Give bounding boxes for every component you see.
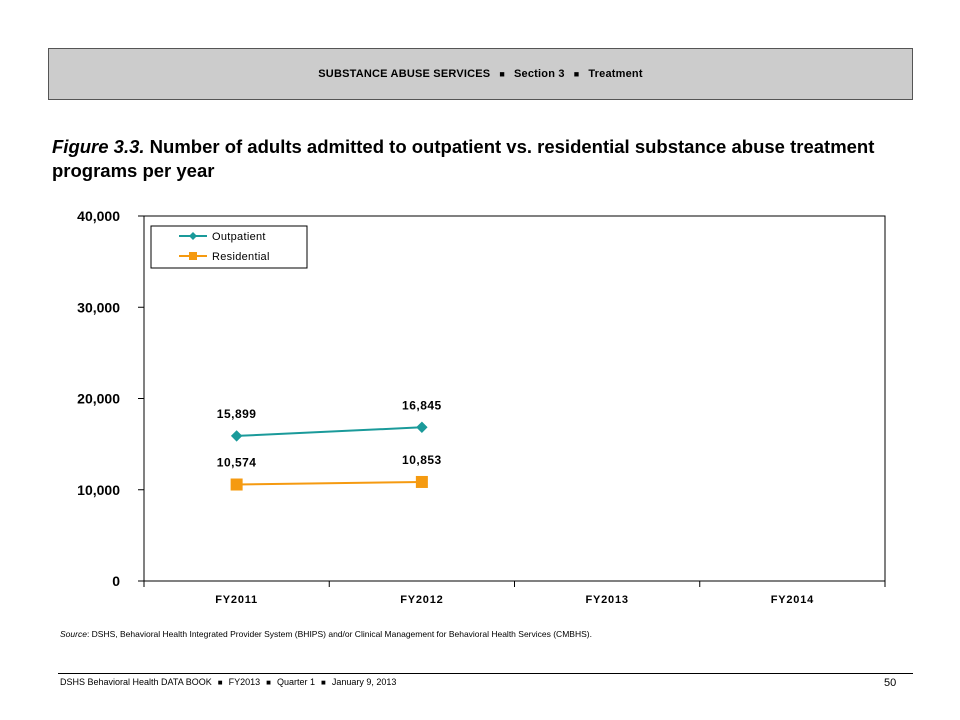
source-note: Source: DSHS, Behavioral Health Integrat…: [60, 629, 920, 639]
series-line-outpatient: [236, 426, 422, 437]
plot-area: [143, 215, 886, 582]
legend-marker-outpatient: [189, 232, 197, 240]
y-tick-label: 0: [112, 573, 120, 589]
legend-marker-residential: [189, 252, 197, 260]
footer-publication: DSHS Behavioral Health DATA BOOK: [60, 677, 212, 687]
source-text: : DSHS, Behavioral Health Integrated Pro…: [86, 629, 592, 639]
data-label: 10,853: [402, 453, 442, 467]
footer-separator-1: ■: [217, 677, 223, 687]
data-point-outpatient: [230, 430, 243, 442]
section-header-band: SUBSTANCE ABUSE SERVICES ■ Section 3 ■ T…: [48, 48, 913, 100]
footer-separator-3: ■: [320, 677, 326, 687]
data-label: 10,574: [217, 456, 257, 470]
y-tick-label: 30,000: [77, 299, 120, 315]
header-section-topic: Treatment: [588, 68, 643, 80]
x-tick-label: FY2011: [215, 594, 258, 606]
legend-label-residential: Residential: [212, 251, 270, 263]
data-point-outpatient: [416, 421, 428, 433]
y-tick-label: 20,000: [77, 391, 120, 407]
page-number: 50: [884, 677, 897, 689]
x-tick-label: FY2012: [400, 594, 443, 606]
legend: [150, 225, 308, 269]
footer-fiscal-year: FY2013: [228, 677, 261, 687]
y-tick-label: 10,000: [77, 482, 120, 498]
figure-title-text: Number of adults admitted to outpatient …: [52, 136, 875, 181]
legend-label-outpatient: Outpatient: [212, 231, 266, 243]
source-label: Source: [60, 629, 87, 639]
header-section-name: SUBSTANCE ABUSE SERVICES: [318, 68, 491, 80]
x-tick-label: FY2014: [771, 594, 814, 606]
data-label: 16,845: [402, 398, 442, 412]
footer-separator-2: ■: [266, 677, 271, 687]
header-separator-2: ■: [573, 69, 580, 79]
data-point-residential: [415, 475, 428, 488]
header-section-number: Section 3: [513, 68, 565, 80]
series-line-residential: [236, 480, 422, 486]
footer-date: January 9, 2013: [331, 677, 397, 687]
footer-info: DSHS Behavioral Health DATA BOOK ■ FY201…: [60, 677, 396, 687]
data-point-residential: [230, 478, 243, 491]
line-chart: 0 10,000 20,000 30,000 40,000 FY2011 FY2012 FY2…: [77, 208, 886, 606]
y-tick-label: 40,000: [77, 208, 120, 224]
footer-quarter: Quarter 1: [276, 677, 315, 687]
figure-label: Figure 3.3.: [52, 136, 145, 157]
footer-divider: [58, 673, 913, 674]
header-separator-1: ■: [499, 69, 505, 79]
x-tick-label: FY2013: [585, 594, 628, 606]
figure-title: Figure 3.3. Number of adults admitted to…: [52, 135, 892, 183]
data-label: 15,899: [217, 407, 257, 421]
